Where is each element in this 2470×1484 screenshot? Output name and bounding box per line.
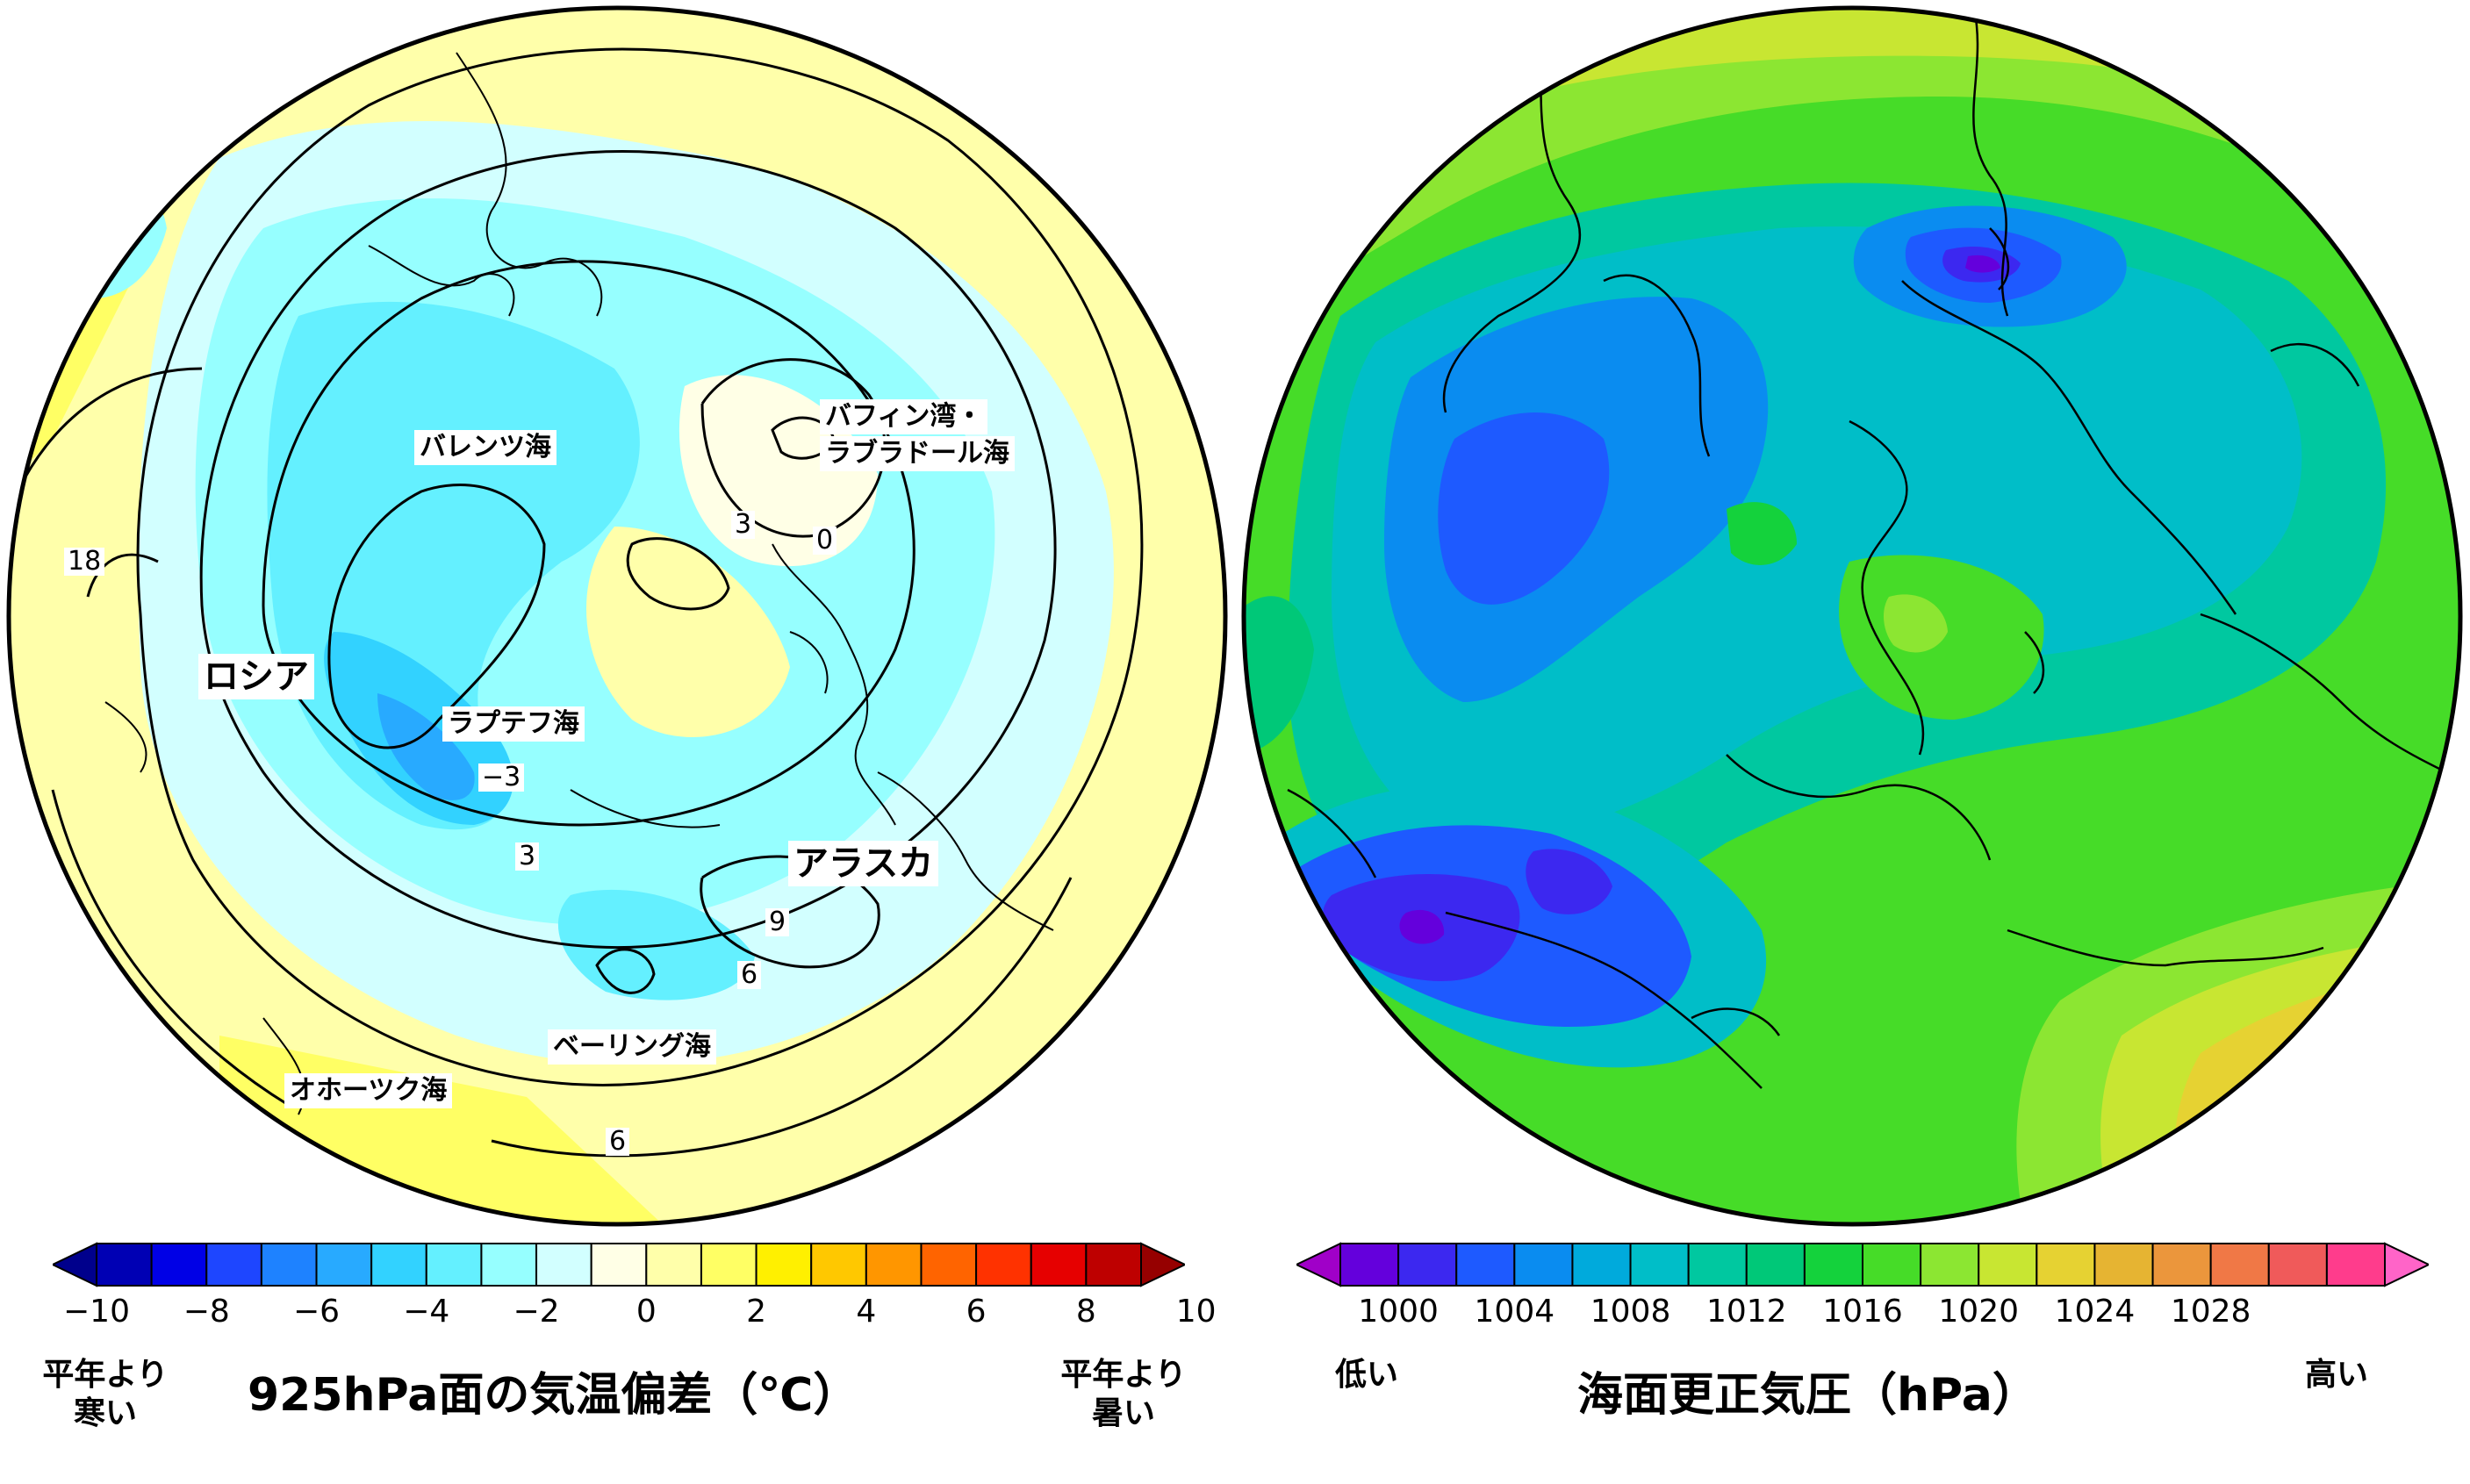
temperature-colorbar-tick-label: 4 bbox=[856, 1294, 877, 1330]
temperature-colorbar-swatch bbox=[810, 1243, 867, 1287]
pressure-colorbar-tick-label: 1024 bbox=[2054, 1294, 2136, 1330]
temperature-colorbar-swatch bbox=[590, 1243, 648, 1287]
pressure-colorbar-swatch bbox=[1862, 1243, 1922, 1287]
temperature-colorbar-tick-label: 2 bbox=[746, 1294, 767, 1330]
temperature-legend-title: 925hPa面の気温偏差（℃） bbox=[248, 1369, 859, 1422]
pressure-colorbar-swatch bbox=[1513, 1243, 1574, 1287]
temperature-colorbar-tick-label: 0 bbox=[635, 1294, 657, 1330]
pressure-colorbar-tick-label: 1012 bbox=[1705, 1294, 1787, 1330]
region-label-baffin-2: ラブラドール海 bbox=[820, 436, 1015, 471]
contour-label-9: 9 bbox=[765, 908, 790, 936]
pressure-colorbar-tick-label: 1008 bbox=[1590, 1294, 1671, 1330]
pressure-colorbar-swatch bbox=[2093, 1243, 2154, 1287]
temperature-colorbar-tick-label: −4 bbox=[403, 1294, 450, 1330]
pressure-colorbar-swatch bbox=[1920, 1243, 1980, 1287]
pressure-colorbar-swatch bbox=[1687, 1243, 1748, 1287]
pressure-colorbar-swatch bbox=[1455, 1243, 1516, 1287]
pressure-colorbar-swatch bbox=[1339, 1243, 1400, 1287]
pressure-colorbar-tick-label: 1004 bbox=[1474, 1294, 1555, 1330]
region-label-alaska: アラスカ bbox=[788, 841, 939, 886]
region-label-russia: ロシア bbox=[198, 654, 314, 699]
temperature-colorbar-swatch-low-extension bbox=[53, 1242, 97, 1287]
temperature-colorbar-tick-label: −8 bbox=[183, 1294, 230, 1330]
temperature-colorbar-tick-label: −2 bbox=[513, 1294, 560, 1330]
pressure-colorbar bbox=[1296, 1242, 2429, 1287]
pressure-colorbar-tick-label: 1028 bbox=[2170, 1294, 2251, 1330]
temperature-colorbar-swatch bbox=[975, 1243, 1032, 1287]
contour-label-3-south: 3 bbox=[515, 842, 540, 871]
cold-label-line2: 寒い bbox=[73, 1395, 137, 1431]
contour-label-6-east: 6 bbox=[737, 961, 762, 989]
region-label-okhotsk: オホーツク海 bbox=[284, 1073, 453, 1108]
high-label: 高い bbox=[2304, 1357, 2368, 1393]
pressure-colorbar-swatch bbox=[2036, 1243, 2096, 1287]
region-label-baffin-1: バフィン湾・ bbox=[820, 399, 988, 434]
temperature-anomaly-panel: バレンツ海 ロシア ラプテフ海 バフィン湾・ ラブラドール海 アラスカ ベーリン… bbox=[6, 5, 1228, 1433]
temperature-colorbar-tick-label: 6 bbox=[966, 1294, 987, 1330]
contour-label-0: 0 bbox=[813, 527, 837, 555]
cold-label: 平年より 寒い bbox=[18, 1356, 193, 1433]
temperature-colorbar-swatch bbox=[315, 1243, 373, 1287]
contour-label-3-north: 3 bbox=[731, 511, 756, 539]
pressure-colorbar-swatch-low-extension bbox=[1296, 1242, 1341, 1287]
sea-level-pressure-panel: 1000 1004 1008 1012 1016 1020 1024 1028 低い 海面更正… bbox=[1235, 0, 2470, 1484]
temperature-colorbar-tick-label: −10 bbox=[63, 1294, 130, 1330]
pressure-colorbar-swatch bbox=[2151, 1243, 2212, 1287]
pressure-colorbar-swatch bbox=[2325, 1243, 2387, 1287]
temperature-colorbar-swatch bbox=[150, 1243, 208, 1287]
temperature-colorbar-swatch bbox=[1085, 1243, 1142, 1287]
pressure-colorbar-swatch bbox=[1397, 1243, 1458, 1287]
pressure-colorbar-swatch-high-extension bbox=[2384, 1242, 2429, 1287]
region-label-laptev: ラプテフ海 bbox=[442, 706, 585, 742]
temperature-colorbar-swatch bbox=[755, 1243, 813, 1287]
temperature-colorbar-swatch bbox=[865, 1243, 923, 1287]
contour-label-18: 18 bbox=[64, 548, 105, 576]
contour-label-6-south: 6 bbox=[606, 1128, 630, 1156]
temperature-colorbar-tick-label: −6 bbox=[292, 1294, 341, 1330]
region-label-barents: バレンツ海 bbox=[414, 430, 556, 465]
temperature-colorbar-swatch-high-extension bbox=[1140, 1242, 1185, 1287]
pressure-colorbar-swatch bbox=[1978, 1243, 2038, 1287]
temperature-colorbar-tick-label: 10 bbox=[1175, 1294, 1217, 1330]
temperature-colorbar-swatch bbox=[700, 1243, 758, 1287]
temperature-colorbar-swatch bbox=[645, 1243, 702, 1287]
pressure-colorbar-swatch bbox=[1571, 1243, 1632, 1287]
temperature-colorbar-swatch bbox=[205, 1243, 262, 1287]
pressure-colorbar-swatch bbox=[1803, 1243, 1864, 1287]
sea-level-pressure-map bbox=[1241, 5, 2463, 1227]
temperature-colorbar-swatch bbox=[96, 1243, 153, 1287]
temperature-colorbar-tick-label: 8 bbox=[1075, 1294, 1096, 1330]
pressure-colorbar-swatch bbox=[2267, 1243, 2328, 1287]
temperature-colorbar-swatch bbox=[920, 1243, 978, 1287]
temperature-colorbar-swatch bbox=[1030, 1243, 1088, 1287]
temperature-colorbar-swatch bbox=[425, 1243, 483, 1287]
pressure-colorbar-swatch bbox=[2209, 1243, 2270, 1287]
pressure-colorbar-swatch bbox=[1629, 1243, 1690, 1287]
temperature-colorbar-swatch bbox=[535, 1243, 592, 1287]
pressure-legend-title: 海面更正気圧（hPa） bbox=[1577, 1369, 2038, 1422]
temperature-colorbar-swatch bbox=[370, 1243, 427, 1287]
warm-label-line2: 暑い bbox=[1091, 1395, 1155, 1431]
contour-label-minus-3: −3 bbox=[478, 764, 525, 792]
low-label: 低い bbox=[1334, 1357, 1398, 1393]
temperature-colorbar-swatch bbox=[260, 1243, 318, 1287]
region-label-bering: ベーリング海 bbox=[548, 1029, 716, 1065]
pressure-colorbar-tick-label: 1016 bbox=[1822, 1294, 1903, 1330]
temperature-colorbar bbox=[53, 1242, 1185, 1287]
pressure-colorbar-tick-label: 1000 bbox=[1358, 1294, 1439, 1330]
cold-label-line1: 平年より bbox=[42, 1357, 169, 1393]
pressure-colorbar-tick-label: 1020 bbox=[1938, 1294, 2020, 1330]
warm-label-line1: 平年より bbox=[1060, 1357, 1187, 1393]
warm-label: 平年より 暑い bbox=[1036, 1356, 1211, 1433]
temperature-colorbar-swatch bbox=[480, 1243, 538, 1287]
pressure-colorbar-swatch bbox=[1745, 1243, 1806, 1287]
